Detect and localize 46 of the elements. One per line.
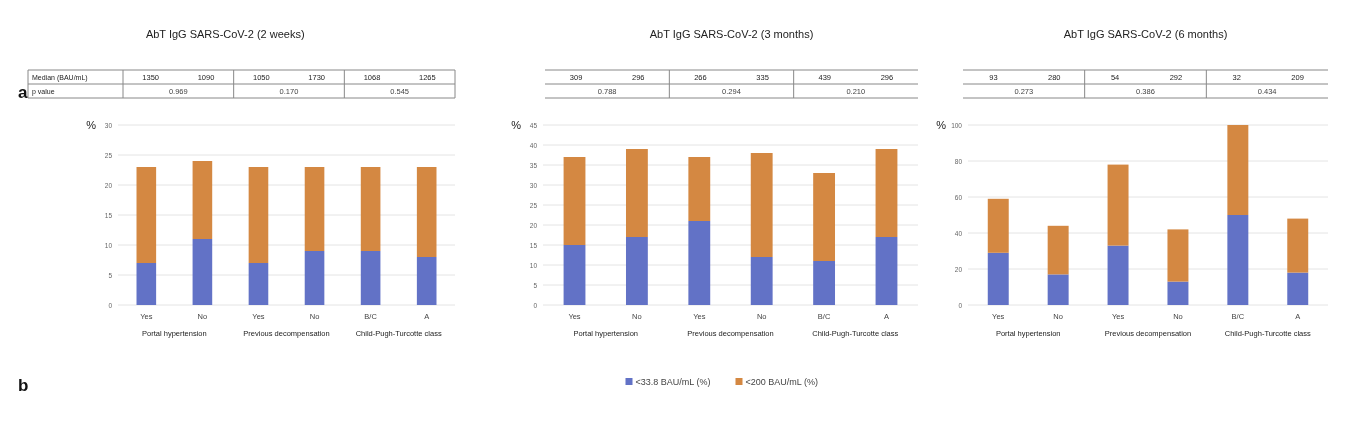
text: b: [18, 376, 29, 395]
y-axis-title: %: [511, 119, 522, 131]
bar: [1287, 218, 1309, 273]
bar: [1167, 281, 1189, 305]
bar: [563, 157, 586, 245]
bar: [304, 167, 325, 251]
bar: [875, 149, 898, 237]
bar: [987, 198, 1009, 253]
bar: [360, 251, 381, 305]
bar: [416, 167, 437, 257]
bar: [625, 237, 648, 305]
bar: [750, 153, 773, 257]
y-axis-title: %: [936, 119, 947, 131]
bar: [1167, 229, 1189, 282]
bar: [192, 161, 213, 239]
chart-title: AbT IgG SARS-CoV-2 (6 months): [1063, 28, 1228, 40]
legend-label: <200 BAU/mL (%): [745, 377, 818, 387]
chart-title: AbT IgG SARS-CoV-2 (2 weeks): [145, 28, 305, 40]
bar: [688, 221, 711, 305]
text: a: [18, 83, 28, 102]
bar: [1227, 215, 1249, 305]
bar: [750, 257, 773, 305]
legend-label: <33.8 BAU/mL (%): [635, 377, 711, 387]
bar: [1287, 272, 1309, 305]
bar: [1107, 245, 1129, 305]
bar: [304, 251, 325, 305]
bar: [563, 245, 586, 305]
bar: [136, 263, 157, 305]
bar: [248, 167, 269, 263]
bar: [688, 157, 711, 221]
bar: [1047, 274, 1069, 305]
bar: [192, 239, 213, 305]
bar: [136, 167, 157, 263]
bar: [360, 167, 381, 251]
bar: [813, 173, 836, 261]
y-axis-title: %: [86, 119, 97, 131]
bar: [1107, 164, 1129, 246]
bar: [875, 237, 898, 305]
bar: [987, 252, 1009, 305]
bar: [1227, 125, 1249, 215]
chart-title: AbT IgG SARS-CoV-2 (3 months): [649, 28, 814, 40]
bar: [625, 149, 648, 237]
bar: [416, 257, 437, 305]
bar: [1047, 225, 1069, 275]
bar: [248, 263, 269, 305]
bar: [813, 261, 836, 305]
